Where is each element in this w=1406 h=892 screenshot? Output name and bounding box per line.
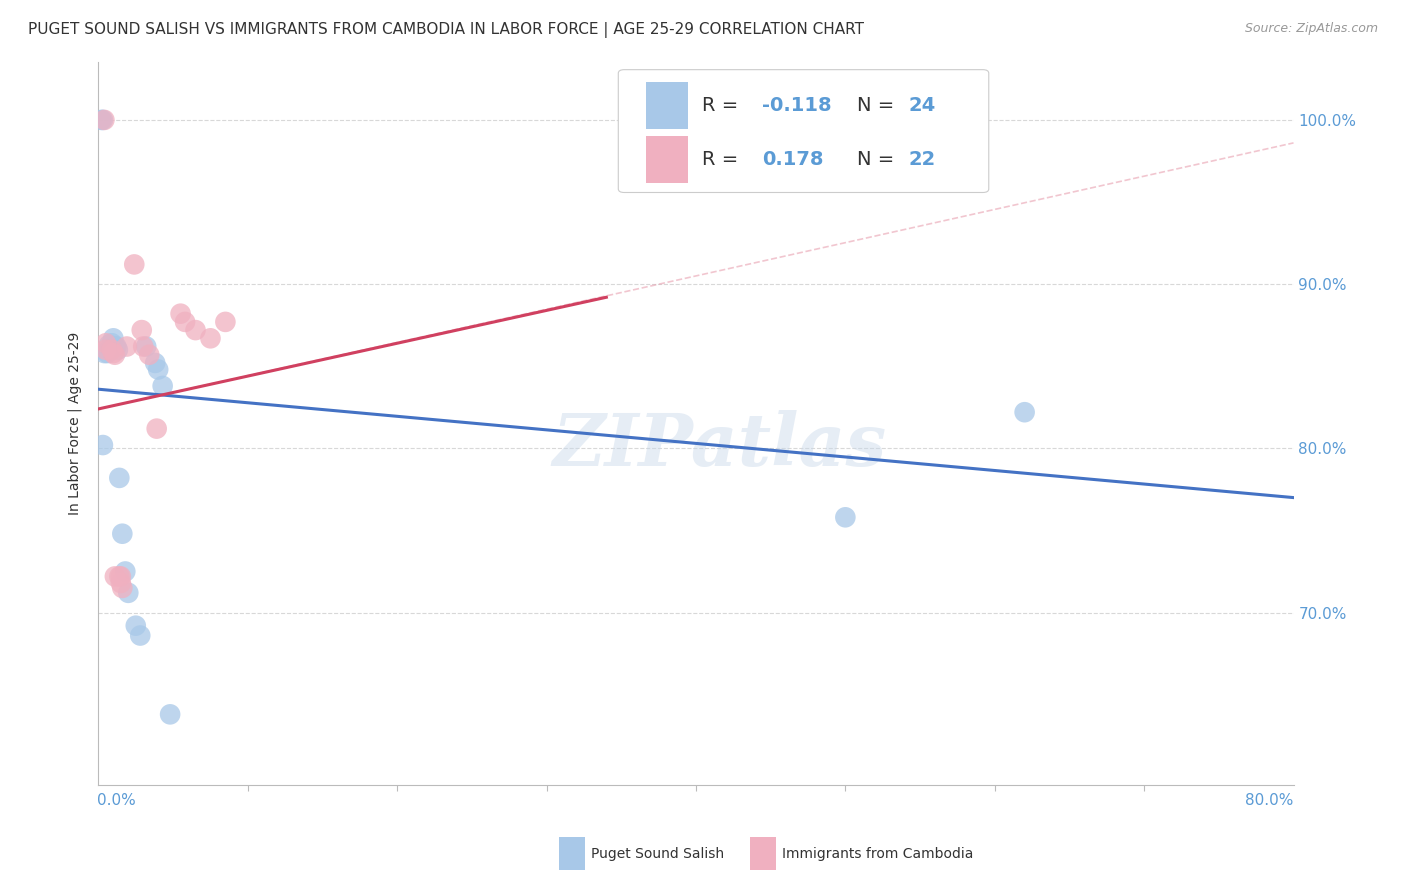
Point	[169, 307, 191, 321]
Point	[111, 581, 134, 595]
Point	[101, 336, 124, 351]
Point	[101, 343, 124, 357]
Point	[104, 339, 127, 353]
Point	[91, 112, 114, 127]
Point	[124, 257, 146, 271]
Point	[93, 112, 115, 127]
Bar	[645, 82, 688, 129]
Point	[110, 569, 132, 583]
Point	[107, 343, 129, 357]
Point	[108, 471, 131, 485]
Point	[97, 338, 120, 352]
Point	[1014, 405, 1036, 419]
Text: Source: ZipAtlas.com: Source: ZipAtlas.com	[1244, 22, 1378, 36]
Text: 22: 22	[908, 151, 936, 169]
Text: Puget Sound Salish: Puget Sound Salish	[591, 847, 724, 861]
Text: 24: 24	[908, 96, 936, 115]
Point	[174, 315, 197, 329]
Point	[135, 339, 157, 353]
Point	[131, 323, 153, 337]
Point	[200, 331, 222, 345]
Point	[111, 526, 134, 541]
Point	[104, 348, 127, 362]
Text: 80.0%: 80.0%	[1246, 793, 1294, 808]
Point	[152, 379, 174, 393]
Text: R =: R =	[702, 96, 744, 115]
Point	[214, 315, 236, 329]
Point	[143, 356, 166, 370]
Point	[94, 336, 117, 351]
Point	[159, 707, 181, 722]
Point	[138, 348, 160, 362]
Point	[184, 323, 207, 337]
Point	[148, 362, 170, 376]
Point	[125, 618, 148, 632]
Point	[834, 510, 856, 524]
FancyBboxPatch shape	[619, 70, 988, 193]
Point	[91, 438, 114, 452]
Text: 0.0%: 0.0%	[97, 793, 135, 808]
Point	[103, 331, 125, 345]
Point	[90, 112, 112, 127]
Point	[115, 339, 138, 353]
Text: N =: N =	[858, 96, 901, 115]
Point	[145, 422, 167, 436]
Point	[129, 628, 152, 642]
Point	[117, 586, 139, 600]
Point	[110, 576, 132, 591]
Point	[114, 565, 136, 579]
Text: N =: N =	[858, 151, 901, 169]
Y-axis label: In Labor Force | Age 25-29: In Labor Force | Age 25-29	[67, 332, 83, 516]
Bar	[645, 136, 688, 184]
Text: R =: R =	[702, 151, 744, 169]
Point	[94, 343, 117, 357]
Point	[93, 346, 115, 360]
Point	[103, 346, 125, 360]
Point	[96, 346, 118, 360]
Text: Immigrants from Cambodia: Immigrants from Cambodia	[782, 847, 973, 861]
Text: -0.118: -0.118	[762, 96, 831, 115]
Point	[105, 339, 128, 353]
Point	[132, 339, 155, 353]
Point	[104, 569, 127, 583]
Text: PUGET SOUND SALISH VS IMMIGRANTS FROM CAMBODIA IN LABOR FORCE | AGE 25-29 CORREL: PUGET SOUND SALISH VS IMMIGRANTS FROM CA…	[28, 22, 865, 38]
Text: ZIPatlas: ZIPatlas	[553, 410, 887, 481]
Point	[108, 569, 131, 583]
Bar	[558, 838, 585, 870]
Bar	[749, 838, 776, 870]
Text: 0.178: 0.178	[762, 151, 823, 169]
